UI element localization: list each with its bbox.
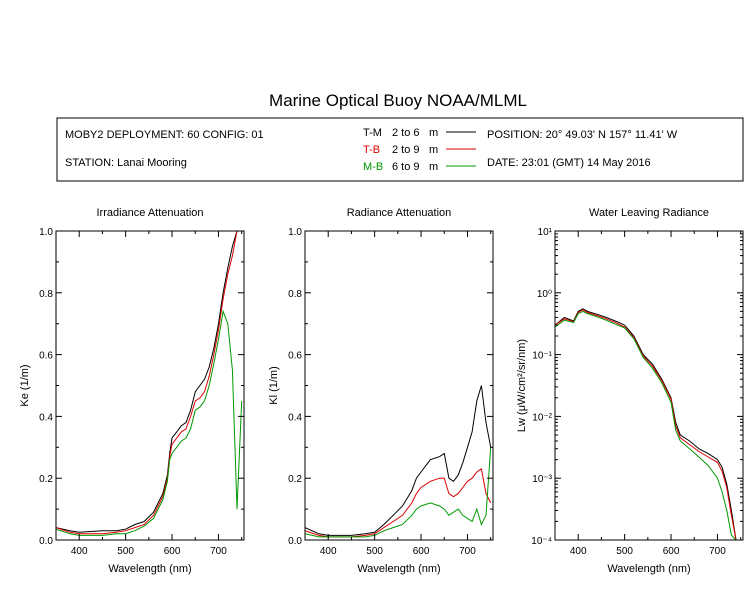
legend-code: M-B — [363, 161, 383, 173]
x-tick-label: 500 — [117, 546, 134, 557]
series-line-3 — [555, 310, 737, 540]
y-tick-label: 1.0 — [288, 227, 302, 238]
y-tick-label: 0.2 — [39, 474, 53, 485]
series-line-1 — [305, 385, 492, 536]
series-line-2 — [305, 468, 492, 538]
y-axis-label: Lw (μW/cm²/sr/nm) — [516, 339, 528, 432]
x-tick-label: 500 — [366, 546, 383, 557]
legend-code: T-M — [363, 127, 382, 139]
y-tick-label: 0.2 — [288, 474, 302, 485]
series-line-1 — [56, 231, 242, 533]
series-line-2 — [56, 231, 242, 535]
position-text: POSITION: 20° 49.03' N 157° 11.41' W — [487, 129, 678, 141]
x-tick-label: 600 — [164, 546, 181, 557]
y-axis-label: Ke (1/m) — [19, 364, 31, 406]
legend: T-M 2 to 6 m T-B 2 to 9 m M-B 6 to 9 m — [363, 127, 476, 173]
chart-title: Irradiance Attenuation — [96, 207, 203, 219]
legend-code: T-B — [363, 144, 380, 156]
y-tick-label: 0.6 — [39, 351, 53, 362]
figure-title: Marine Optical Buoy NOAA/MLML — [269, 91, 527, 110]
date-text: DATE: 23:01 (GMT) 14 May 2016 — [487, 157, 651, 169]
header-box: MOBY2 DEPLOYMENT: 60 CONFIG: 01 STATION:… — [56, 117, 744, 182]
legend-range: 2 to 6 — [392, 127, 420, 139]
legend-item-t-b: T-B 2 to 9 m — [363, 144, 476, 156]
y-tick-label: 1.0 — [39, 227, 53, 238]
y-tick-label: 0.4 — [39, 412, 53, 423]
x-axis-label: Wavelength (nm) — [357, 563, 440, 575]
y-tick-label: 0.8 — [39, 289, 53, 300]
y-tick-label: 10⁻³ — [532, 474, 552, 485]
legend-unit: m — [429, 144, 438, 156]
legend-range: 6 to 9 — [392, 161, 420, 173]
series-line-3 — [56, 309, 243, 536]
panels: Irradiance Attenuation 400 500 600 700 0.0 0.2… — [19, 207, 744, 575]
series-line-3 — [305, 447, 492, 538]
y-tick-label: 0.4 — [288, 412, 302, 423]
y-tick-label: 0.6 — [288, 351, 302, 362]
chart-panel-3: Water Leaving Radiance 400 500 600 700 10⁻⁴ 10… — [516, 207, 744, 575]
y-tick-label: 0.0 — [39, 536, 53, 547]
legend-item-t-m: T-M 2 to 6 m — [363, 127, 476, 139]
plot-frame — [55, 230, 245, 541]
y-tick-label: 10⁻² — [532, 412, 552, 423]
chart-panel-1: Irradiance Attenuation 400 500 600 700 0.0 0.2… — [19, 207, 245, 575]
y-tick-label: 10⁻¹ — [532, 351, 552, 362]
legend-range: 2 to 9 — [392, 144, 420, 156]
station-text: STATION: Lanai Mooring — [65, 157, 187, 169]
x-tick-label: 400 — [71, 546, 88, 557]
x-axis-label: Wavelength (nm) — [108, 563, 191, 575]
chart-panel-2: Radiance Attenuation 400 500 600 700 0.0 0.2 0.… — [268, 207, 494, 575]
x-tick-label: 400 — [320, 546, 337, 557]
deployment-text: MOBY2 DEPLOYMENT: 60 CONFIG: 01 — [65, 129, 264, 141]
chart-title: Water Leaving Radiance — [589, 207, 709, 219]
y-tick-label: 0.0 — [288, 536, 302, 547]
plot-frame — [304, 230, 494, 541]
series-line-1 — [555, 308, 737, 540]
y-tick-label: 10⁰ — [537, 289, 552, 300]
legend-item-m-b: M-B 6 to 9 m — [363, 161, 476, 173]
plot-frame — [554, 230, 744, 541]
y-tick-label: 10⁻⁴ — [531, 536, 552, 547]
x-tick-label: 600 — [413, 546, 430, 557]
legend-unit: m — [429, 127, 438, 139]
x-tick-label: 700 — [210, 546, 227, 557]
y-tick-label: 10¹ — [538, 227, 553, 238]
x-axis-label: Wavelength (nm) — [607, 563, 690, 575]
y-tick-label: 0.8 — [288, 289, 302, 300]
x-tick-label: 700 — [459, 546, 476, 557]
x-tick-label: 700 — [709, 546, 726, 557]
legend-unit: m — [429, 161, 438, 173]
x-tick-label: 500 — [616, 546, 633, 557]
chart-title: Radiance Attenuation — [347, 207, 452, 219]
series-line-2 — [555, 309, 737, 540]
y-axis-label: Kl (1/m) — [268, 366, 280, 405]
x-tick-label: 400 — [570, 546, 587, 557]
x-tick-label: 600 — [663, 546, 680, 557]
